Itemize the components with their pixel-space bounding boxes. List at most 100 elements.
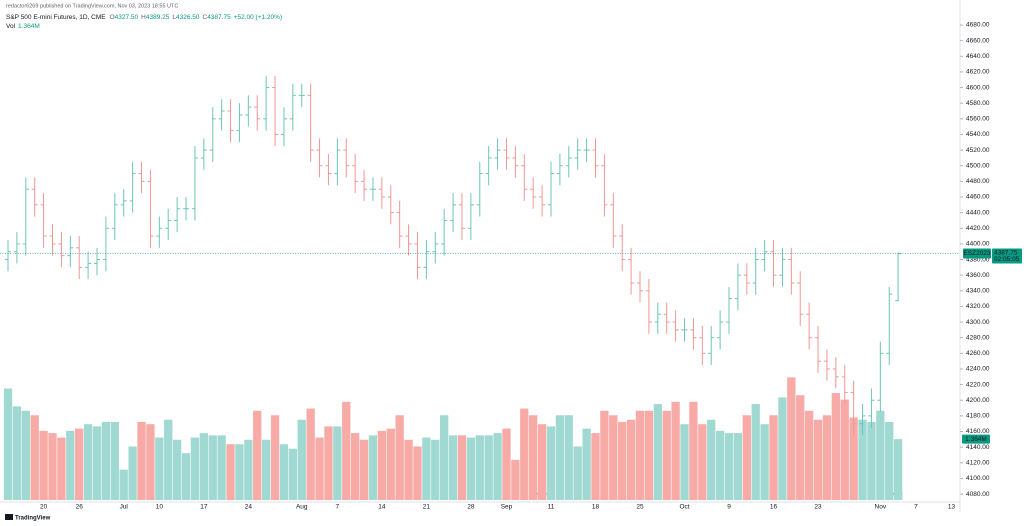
legend: S&P 500 E-mini Futures, 1D, CME O4327.50 H…: [6, 14, 282, 21]
volume-bar: [57, 437, 66, 500]
volume-bar: [546, 426, 556, 500]
price-box: [992, 248, 1022, 264]
volume-bar: [742, 415, 751, 500]
x-tick-label: 7: [914, 504, 918, 511]
volume-bar: [377, 430, 387, 500]
volume-bar: [448, 435, 458, 500]
x-tick-label: 16: [770, 504, 778, 511]
x-tick-label: Nov: [875, 504, 887, 511]
volume-bar: [635, 410, 645, 500]
volume-bar: [644, 410, 654, 500]
volume-bar: [858, 419, 867, 500]
y-tick-label: 4420.00: [966, 225, 990, 232]
volume-bar: [484, 435, 493, 500]
volume-bar: [39, 430, 48, 500]
volume-bar: [351, 433, 360, 500]
volume-bar: [520, 408, 529, 500]
y-tick-label: 4220.00: [966, 381, 990, 388]
y-tick-label: 4200.00: [966, 397, 990, 404]
volume-bar: [324, 426, 333, 500]
volume-bar: [279, 444, 289, 500]
volume-bar: [270, 415, 280, 500]
volume-bar: [680, 424, 689, 500]
volume-bar: [128, 446, 137, 500]
x-tick-label: 11: [548, 504, 555, 511]
y-tick-label: 4440.00: [966, 209, 990, 216]
volume-bar: [840, 399, 849, 500]
volume-bar: [172, 439, 182, 500]
volume-bar: [12, 406, 22, 500]
y-tick-label: 4280.00: [966, 334, 990, 341]
volume-bar: [529, 415, 538, 500]
volume-bar: [457, 435, 467, 500]
l-label: L: [172, 14, 176, 21]
volume-bar: [715, 430, 725, 500]
c-label: C: [202, 14, 207, 21]
y-tick-label: 4560.00: [966, 116, 990, 123]
volume-bar: [75, 428, 84, 500]
x-tick-label: 17: [200, 504, 208, 511]
volume-bar: [555, 415, 565, 500]
x-tick-label: 14: [378, 504, 386, 511]
y-tick-label: 4320.00: [966, 303, 990, 310]
y-tick-label: 4180.00: [966, 413, 990, 420]
y-tick-label: 4240.00: [966, 366, 990, 373]
volume-bar: [440, 415, 449, 500]
volume-bar: [386, 428, 395, 500]
volume-bar: [893, 439, 903, 500]
y-tick-label: 4360.00: [966, 272, 990, 279]
volume-label: 1.364M: [965, 436, 987, 443]
volume-bar: [48, 433, 57, 500]
volume-bar: [733, 433, 743, 500]
h-value: 4389.25: [146, 14, 170, 21]
logo-icon: [5, 514, 13, 520]
c-value: 4387.75: [207, 14, 231, 21]
x-tick-label: 25: [636, 504, 644, 511]
vol-label: Vol: [6, 23, 16, 30]
volume-bar: [689, 401, 698, 500]
x-tick-label: 24: [245, 504, 253, 511]
volume-bar: [395, 415, 404, 500]
volume-bar: [404, 439, 413, 500]
volume-bar: [217, 435, 226, 500]
o-value: 4327.50: [115, 14, 139, 21]
y-tick-label: 4480.00: [966, 178, 990, 185]
volume-bar: [119, 469, 128, 500]
volume-bar: [769, 415, 778, 500]
y-tick-label: 4520.00: [966, 147, 990, 154]
volume-bar: [297, 419, 306, 500]
y-tick-label: 4080.00: [966, 491, 990, 498]
x-tick-label: 10: [156, 504, 164, 511]
h-label: H: [141, 14, 146, 21]
volume-bar: [831, 392, 840, 500]
volume-bar: [226, 444, 235, 500]
volume-bar: [92, 426, 102, 500]
volume-bar: [885, 421, 894, 500]
x-tick-label: 23: [814, 504, 822, 511]
y-tick-label: 4540.00: [966, 131, 990, 138]
volume-bar: [101, 421, 111, 500]
y-tick-label: 4380.00: [966, 256, 990, 263]
volume-bar: [600, 410, 609, 500]
volume-bar: [306, 408, 315, 500]
x-tick-label: Jul: [120, 504, 129, 511]
y-tick-label: 4140.00: [966, 444, 990, 451]
y-tick-label: 4100.00: [966, 475, 990, 482]
l-value: 4326.50: [176, 14, 200, 21]
volume-bar: [422, 437, 431, 500]
x-tick-label: 13: [948, 504, 956, 511]
volume-bar: [618, 421, 627, 500]
volume-bar: [66, 430, 75, 500]
x-tick-label: Aug: [296, 504, 308, 511]
y-tick-label: 4620.00: [966, 69, 990, 76]
y-tick-label: 4640.00: [966, 53, 990, 60]
volume-bar: [591, 433, 600, 500]
volume-box: [962, 434, 990, 444]
volume-bar: [796, 395, 805, 500]
volume-bar: [564, 415, 573, 500]
volume-bar: [537, 424, 547, 500]
volume-bar: [804, 410, 814, 500]
logo: TradingView: [15, 516, 51, 522]
volume-bar: [573, 446, 582, 500]
